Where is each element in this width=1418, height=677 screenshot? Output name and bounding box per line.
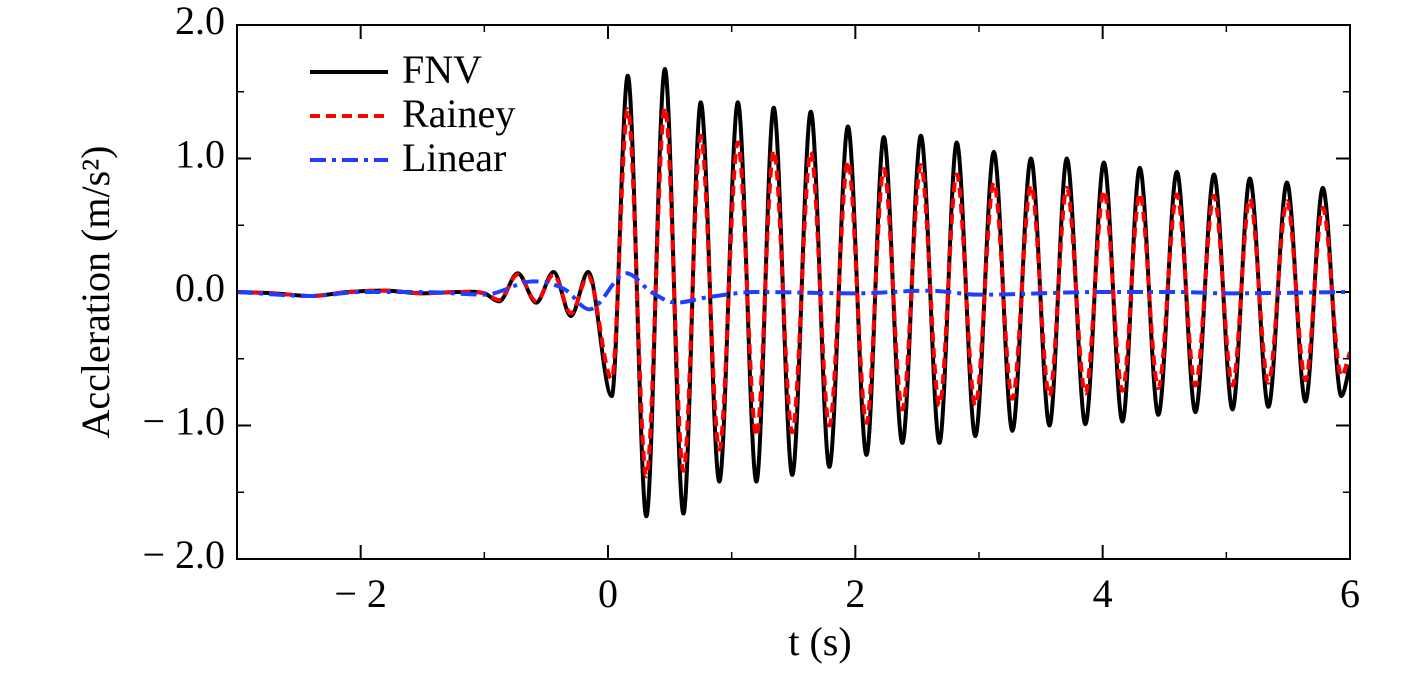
data-line [237,105,1350,479]
x-tick-label: − 2 [334,571,387,616]
y-tick-label: 1.0 [175,132,225,177]
y-tick-label: 0.0 [175,265,225,310]
x-tick-label: 0 [598,571,618,616]
y-tick-label: − 1.0 [142,399,225,444]
x-tick-label: 6 [1340,571,1360,616]
y-tick-label: − 2.0 [142,532,225,577]
legend-label: Rainey [402,91,515,136]
plot-frame [236,24,1351,560]
x-tick-label: 4 [1093,571,1113,616]
x-axis-label: t (s) [788,619,851,664]
y-axis-label: Accleration (m/s²) [73,146,118,439]
y-tick-label: 2.0 [175,0,225,43]
x-tick-label: 2 [845,571,865,616]
legend-label: FNV [402,47,482,92]
data-line [237,271,1350,312]
legend-label: Linear [402,135,506,180]
